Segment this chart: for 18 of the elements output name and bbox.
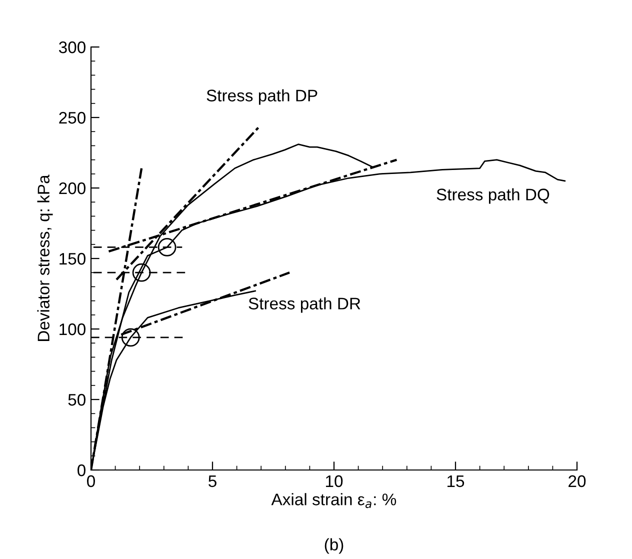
y-tick-label: 150 [60,252,86,265]
y-axis-title: Deviator stress, q: kPa [37,174,53,341]
x-tick-label: 0 [87,475,95,488]
x-tick-label: 10 [326,475,343,488]
y-tick-label: 250 [59,112,86,124]
x-tick-label: 5 [208,475,216,488]
y-tick-label: 200 [59,182,86,194]
x-axis-title: Axial strain ε$_{a}$: % [271,493,396,508]
x-tick-label: 20 [568,475,586,488]
y-tick-label: 0 [78,464,86,476]
y-tick-label: 50 [68,394,86,406]
annotation: Stress path DP [206,89,318,105]
annotation: Stress path DQ [436,188,550,204]
y-tick-label: 300 [58,41,86,54]
y-tick-label: 100 [60,323,86,336]
text: (b) [324,538,344,554]
x-tick-label: 15 [448,475,464,488]
annotation: Stress path DR [248,297,360,313]
